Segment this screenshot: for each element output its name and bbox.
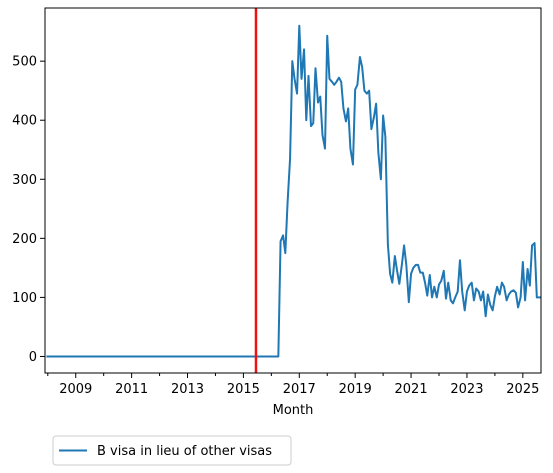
y-tick-label: 300 — [12, 173, 37, 188]
x-tick-label: 2013 — [171, 382, 204, 397]
x-tick-label: 2011 — [115, 382, 148, 397]
plot-frame — [44, 7, 542, 374]
y-axis-ticks: 0 100 200 300 400 500 — [12, 55, 45, 365]
y-tick-label: 200 — [12, 232, 37, 247]
y-tick-label: 400 — [12, 114, 37, 129]
x-tick-label: 2015 — [227, 382, 260, 397]
x-tick-label: 2023 — [450, 382, 483, 397]
x-tick-label: 2009 — [59, 382, 92, 397]
y-tick-label: 100 — [12, 291, 37, 306]
y-tick-label: 0 — [29, 350, 37, 365]
x-axis-label: Month — [273, 403, 314, 418]
x-tick-label: 2017 — [283, 382, 316, 397]
x-tick-label: 2025 — [506, 382, 539, 397]
x-tick-label: 2019 — [339, 382, 372, 397]
legend-box — [52, 435, 292, 466]
legend-label: B visa in lieu of other visas — [97, 444, 272, 459]
series-line-0 — [46, 24, 541, 358]
y-tick-label: 500 — [12, 55, 37, 70]
legend: B visa in lieu of other visas — [52, 435, 292, 466]
x-axis-ticks: 2009 2011 2013 2015 2017 2019 2021 2023 2025 — [47, 373, 539, 397]
x-tick-label: 2021 — [395, 382, 428, 397]
plot-area — [44, 7, 542, 374]
